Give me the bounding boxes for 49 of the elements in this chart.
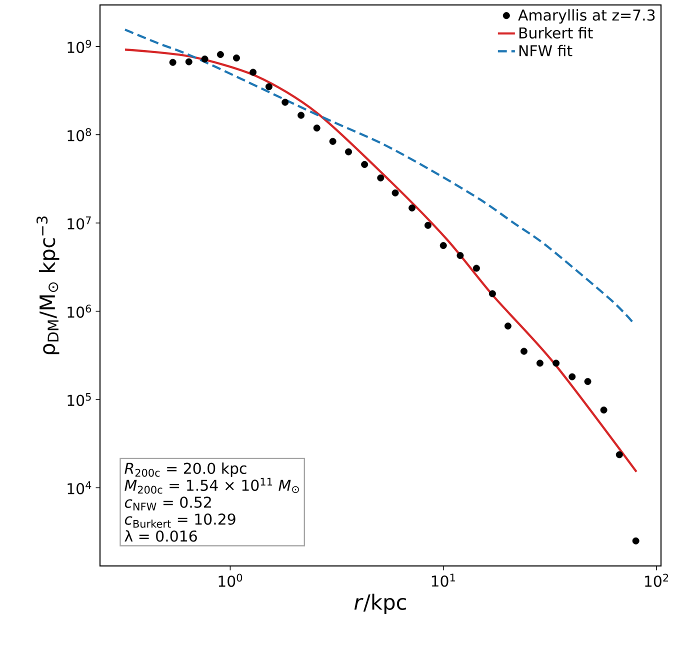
point (552, 360, 560, 367)
point (232, 54, 240, 62)
point (456, 252, 464, 260)
point (377, 174, 384, 182)
point (440, 242, 447, 250)
y-axis-title: ρ$_{DM}$/M$_{⊙}$ kpc$^{−3}$ (36, 216, 60, 354)
point (169, 58, 176, 66)
point (298, 112, 305, 119)
point (201, 56, 208, 63)
point (520, 348, 528, 355)
point (265, 83, 272, 90)
y-tick-label: 10$^{4}$ (68, 481, 92, 494)
y-tick-label: 10$^{7}$ (68, 216, 91, 230)
y-tick-label: 10$^{8}$ (68, 128, 92, 142)
annotation: R$_{200c}$ = 20.0 kpc (124, 462, 246, 477)
point (216, 51, 224, 58)
point (488, 290, 496, 298)
legend-label: Amaryllis at z=7.3 (518, 9, 655, 24)
point (472, 264, 480, 272)
point (408, 204, 416, 212)
legend-label: Burkert fit (519, 27, 593, 39)
point (616, 451, 623, 458)
point (392, 189, 399, 196)
point (536, 360, 544, 367)
y-tick-label: 10$^{6}$ (68, 304, 92, 318)
point (424, 222, 432, 229)
y-tick-label: 10$^{9}$ (68, 40, 92, 54)
point (185, 58, 192, 66)
x-axis-title: r/kpc (354, 594, 406, 614)
point (632, 537, 640, 544)
point (345, 148, 352, 156)
point (600, 406, 608, 414)
point (584, 378, 592, 385)
point (282, 98, 289, 106)
annotation: M$_{200c}$ = 1.54 × 10$^{11}$ M$_{⊙}$ (124, 478, 299, 494)
x-tick-label: 10$^{0}$ (218, 574, 242, 587)
point (568, 373, 576, 380)
y-tick-label: 10$^{5}$ (68, 392, 91, 406)
point (329, 138, 336, 145)
point (313, 124, 320, 132)
point (250, 68, 257, 76)
annotation: c$_{Burkert}$ = 10.29 (124, 514, 236, 528)
annotation: c$_{NFW}$ = 0.52 (124, 496, 211, 510)
x-tick-label: 10$^{2}$ (645, 574, 668, 587)
x-tick-label: 10$^{1}$ (432, 574, 455, 587)
point (361, 160, 368, 168)
legend-label: NFW fit (519, 44, 572, 56)
point (504, 322, 512, 330)
annotation: λ = 0.016 (124, 530, 197, 542)
